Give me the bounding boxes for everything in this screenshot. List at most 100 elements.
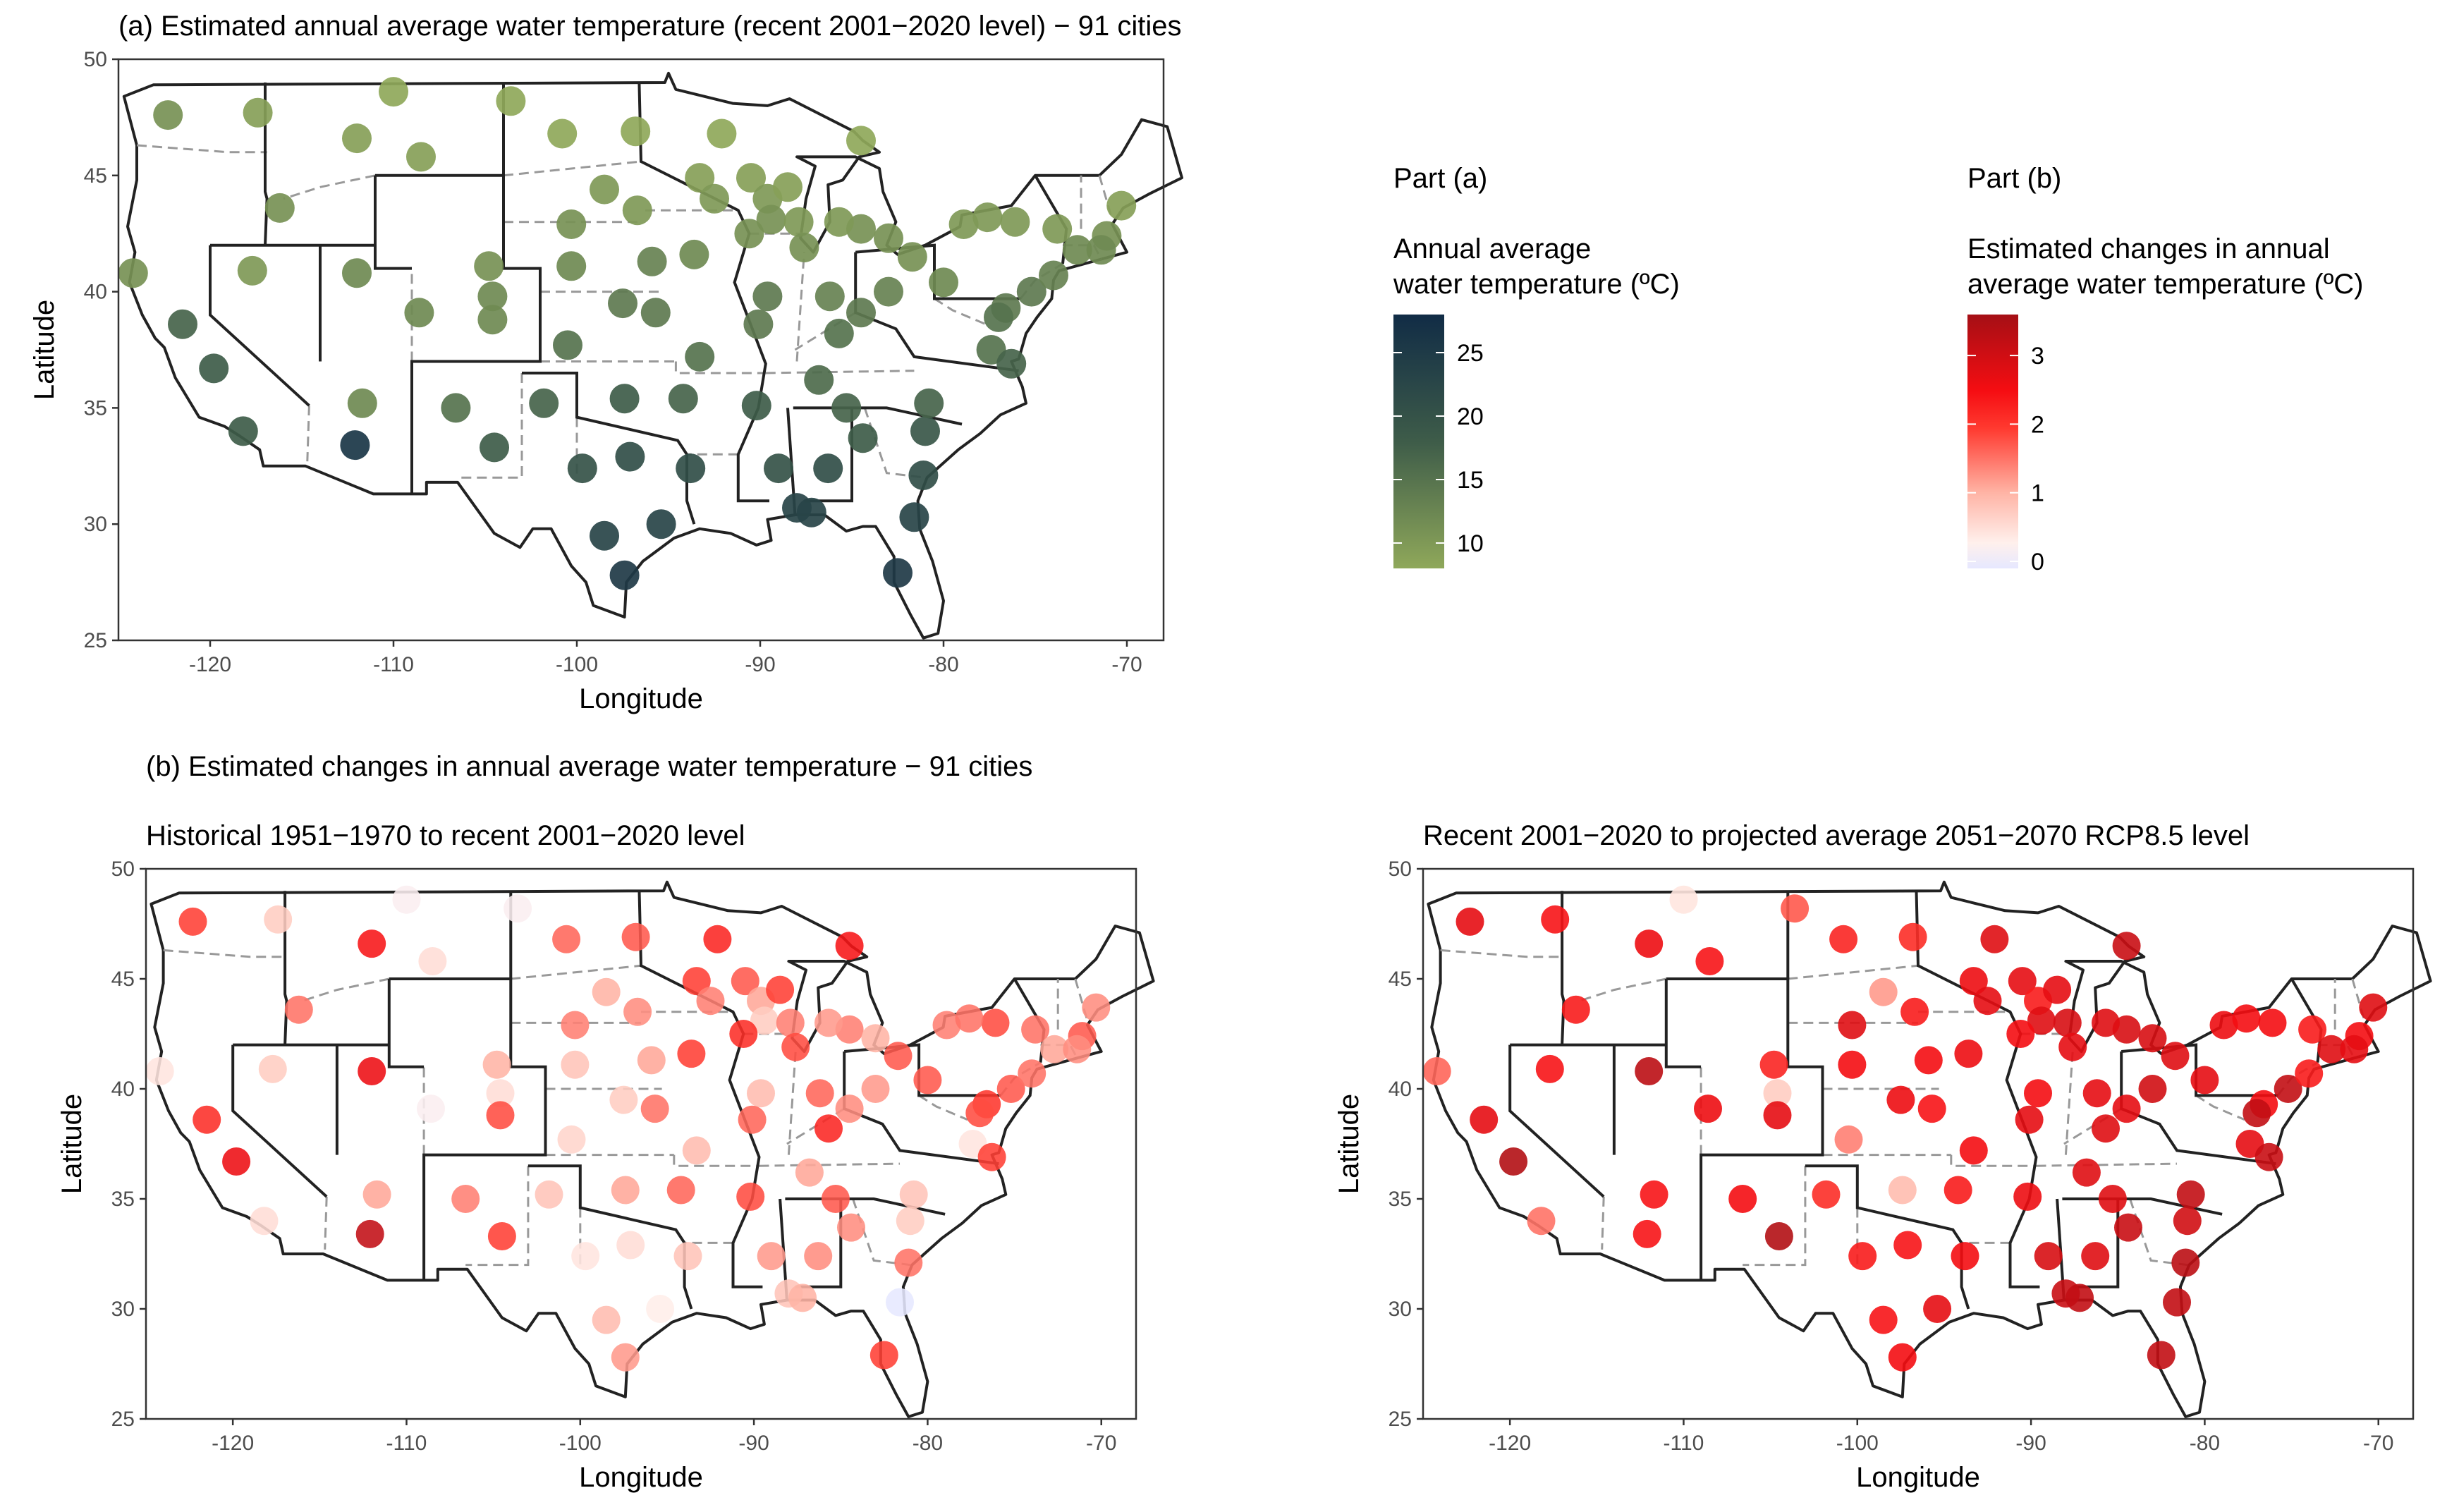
city-point [571, 1242, 600, 1271]
legend-b-part-label: Part (b) [1967, 163, 2061, 194]
city-point [682, 967, 711, 996]
city-point [1834, 1125, 1863, 1154]
state-border-dashed [2036, 1162, 2178, 1167]
city-point [1082, 993, 1111, 1022]
city-point [837, 1213, 865, 1242]
legend-b-tick-label: 0 [2031, 549, 2044, 575]
city-point [696, 987, 725, 1016]
region-border [854, 252, 1019, 372]
city-point [392, 885, 421, 914]
city-point [556, 251, 587, 281]
panel-b1-plot: -120 -110 -100 -90 -80 -70 50 45 40 35 30 25 Longi… [56, 858, 1155, 1493]
legend-a-title-line2: water temperature (ºC) [1393, 269, 1680, 300]
city-point [1923, 1295, 1952, 1323]
city-point [752, 281, 783, 312]
city-point [981, 1008, 1010, 1037]
state-border-dashed [674, 361, 766, 374]
city-point [1763, 1101, 1792, 1130]
state-border-dashed [2195, 1095, 2245, 1121]
region-border [637, 82, 769, 503]
region-border [527, 1164, 693, 1310]
city-point [1633, 1219, 1661, 1248]
legend-a-tick-label: 10 [1457, 530, 1484, 557]
city-point [2006, 1020, 2035, 1048]
us-outline [122, 71, 1183, 640]
city-point [441, 393, 471, 423]
city-point [736, 1182, 765, 1211]
city-point [2072, 1158, 2101, 1187]
city-point [2015, 1105, 2044, 1134]
city-point [846, 126, 876, 156]
city-point [637, 1046, 666, 1075]
city-point [707, 118, 737, 149]
x-tick-label: -100 [1836, 1432, 1879, 1455]
city-point [929, 267, 958, 298]
x-tick-label: -80 [913, 1432, 943, 1455]
city-point [358, 1057, 386, 1085]
legend-a-tick-label: 15 [1457, 467, 1484, 494]
city-point [561, 1011, 590, 1040]
city-point [1869, 977, 1898, 1006]
y-tick-label: 50 [111, 858, 135, 881]
city-point [1959, 1136, 1988, 1165]
city-point [776, 1008, 805, 1037]
city-point [869, 1341, 898, 1370]
panel-b2-x-axis: -120 -110 -100 -90 -80 -70 [1489, 1419, 2393, 1455]
city-point [347, 388, 377, 418]
city-point [342, 258, 372, 288]
city-point [264, 905, 293, 934]
x-tick-label: -100 [559, 1432, 602, 1455]
state-border-dashed [1788, 964, 1919, 980]
city-point [2043, 975, 2072, 1004]
city-point [700, 183, 729, 214]
city-point [1764, 1222, 1793, 1250]
state-border-dashed [1601, 1196, 1605, 1250]
city-point [795, 1158, 824, 1187]
city-point [747, 1079, 775, 1108]
y-tick-label: 45 [84, 164, 107, 188]
panel-b1-frame [145, 867, 1137, 1420]
region-border [374, 175, 412, 270]
city-point [477, 281, 508, 312]
region-border [1666, 977, 1824, 1281]
city-point [2190, 1066, 2219, 1095]
city-point [2317, 1035, 2346, 1063]
city-point [222, 1147, 251, 1176]
legend-a-title-line1: Annual average [1393, 233, 1591, 264]
city-point [552, 925, 581, 953]
city-point [1886, 1085, 1915, 1114]
city-point [677, 1040, 706, 1068]
city-point [2340, 1035, 2369, 1063]
city-point [814, 281, 845, 312]
city-point [1042, 214, 1073, 244]
city-point [821, 1185, 850, 1213]
city-point [1917, 1095, 1946, 1123]
city-point [1456, 907, 1484, 936]
city-point [1000, 207, 1030, 237]
city-point [1848, 1242, 1877, 1271]
panel-a-plot: -120 -110 -100 -90 -80 -70 50 45 40 35 30 25 Longi… [29, 48, 1183, 714]
city-point [955, 1004, 984, 1033]
city-point [773, 172, 803, 202]
city-point [1527, 1207, 1556, 1236]
panel-b-title: (b) Estimated changes in annual average … [146, 751, 1032, 782]
city-point [1888, 1176, 1917, 1205]
city-point [2173, 1207, 2202, 1236]
city-point [477, 305, 508, 335]
city-point [2098, 1185, 2127, 1213]
city-point [496, 86, 526, 116]
city-point [1954, 1040, 1983, 1068]
city-point [2295, 1059, 2324, 1088]
region-border [1805, 1164, 1970, 1310]
city-point [679, 239, 709, 269]
city-point [2176, 1180, 2205, 1209]
state-border-dashed [465, 1166, 530, 1267]
city-point [2092, 1008, 2120, 1037]
city-point [738, 1105, 767, 1134]
city-point [611, 1343, 640, 1372]
city-point [168, 309, 197, 339]
city-point [736, 163, 766, 193]
state-border-dashed [795, 252, 805, 362]
city-point [883, 558, 913, 588]
